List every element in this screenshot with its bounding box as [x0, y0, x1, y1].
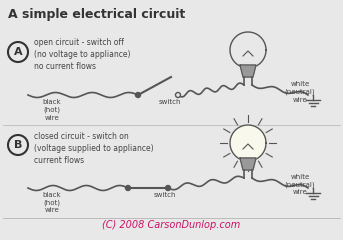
Text: switch: switch — [154, 192, 176, 198]
Text: switch: switch — [159, 99, 181, 105]
Text: black
(hot)
wire: black (hot) wire — [43, 192, 61, 214]
Text: A: A — [14, 47, 22, 57]
Text: B: B — [14, 140, 22, 150]
Text: white
(neutral)
wire: white (neutral) wire — [285, 81, 315, 102]
Polygon shape — [240, 65, 256, 77]
Text: black
(hot)
wire: black (hot) wire — [43, 99, 61, 120]
Text: (C) 2008 CarsonDunlop.com: (C) 2008 CarsonDunlop.com — [102, 220, 240, 230]
Text: closed circuit - switch on
(voltage supplied to appliance)
current flows: closed circuit - switch on (voltage supp… — [34, 132, 154, 165]
Text: open circuit - switch off
(no voltage to appliance)
no current flows: open circuit - switch off (no voltage to… — [34, 38, 130, 71]
Circle shape — [126, 186, 130, 191]
Text: white
(neutral)
wire: white (neutral) wire — [285, 174, 315, 196]
Polygon shape — [240, 158, 256, 170]
Circle shape — [176, 92, 180, 97]
Circle shape — [166, 186, 170, 191]
Text: A simple electrical circuit: A simple electrical circuit — [8, 8, 185, 21]
Polygon shape — [230, 125, 266, 161]
Circle shape — [135, 92, 141, 97]
